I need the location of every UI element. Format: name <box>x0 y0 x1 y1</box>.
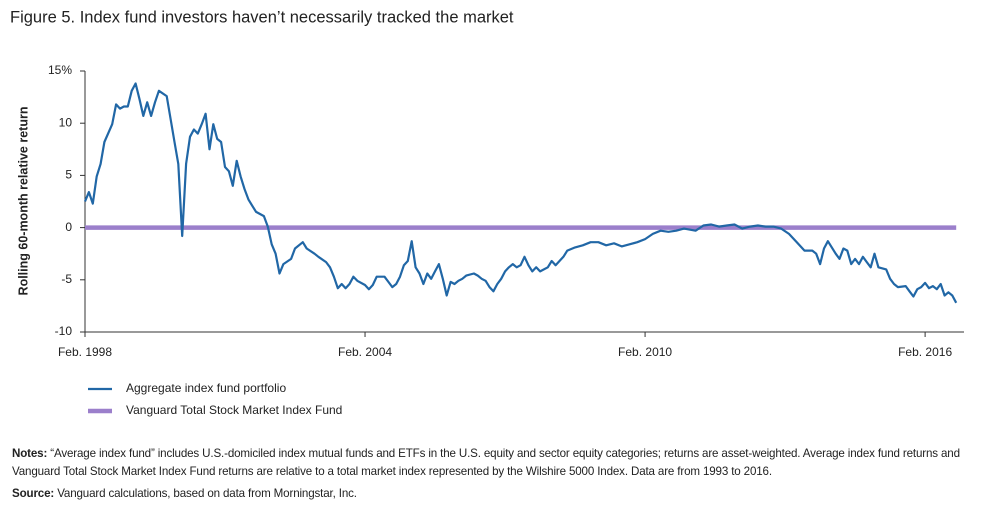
x-tick-label: Feb. 2016 <box>898 345 952 359</box>
legend-label: Aggregate index fund portfolio <box>126 381 286 395</box>
y-tick-label: 5 <box>65 168 72 182</box>
x-tick-label: Feb. 2004 <box>338 345 392 359</box>
chart-title: Figure 5. Index fund investors haven’t n… <box>10 8 514 26</box>
source-label: Source: <box>12 487 55 500</box>
chart: Figure 5. Index fund investors haven’t n… <box>10 8 964 417</box>
notes-text: “Average index fund” includes U.S.-domic… <box>12 447 960 478</box>
source-text: Vanguard calculations, based on data fro… <box>54 487 357 500</box>
y-tick-label: 15% <box>48 63 72 77</box>
notes: Notes: “Average index fund” includes U.S… <box>12 445 974 481</box>
source: Source: Vanguard calculations, based on … <box>12 485 974 503</box>
legend-label: Vanguard Total Stock Market Index Fund <box>126 403 342 417</box>
x-tick-label: Feb. 1998 <box>58 345 112 359</box>
notes-label: Notes: <box>12 447 48 460</box>
series-line <box>83 82 958 304</box>
y-axis-label: Rolling 60-month relative return <box>16 107 30 296</box>
y-tick-label: -5 <box>61 272 72 286</box>
y-tick-label: -10 <box>55 324 73 338</box>
x-tick-label: Feb. 2010 <box>618 345 672 359</box>
y-tick-label: 0 <box>65 220 72 234</box>
y-tick-label: 10 <box>59 115 73 129</box>
